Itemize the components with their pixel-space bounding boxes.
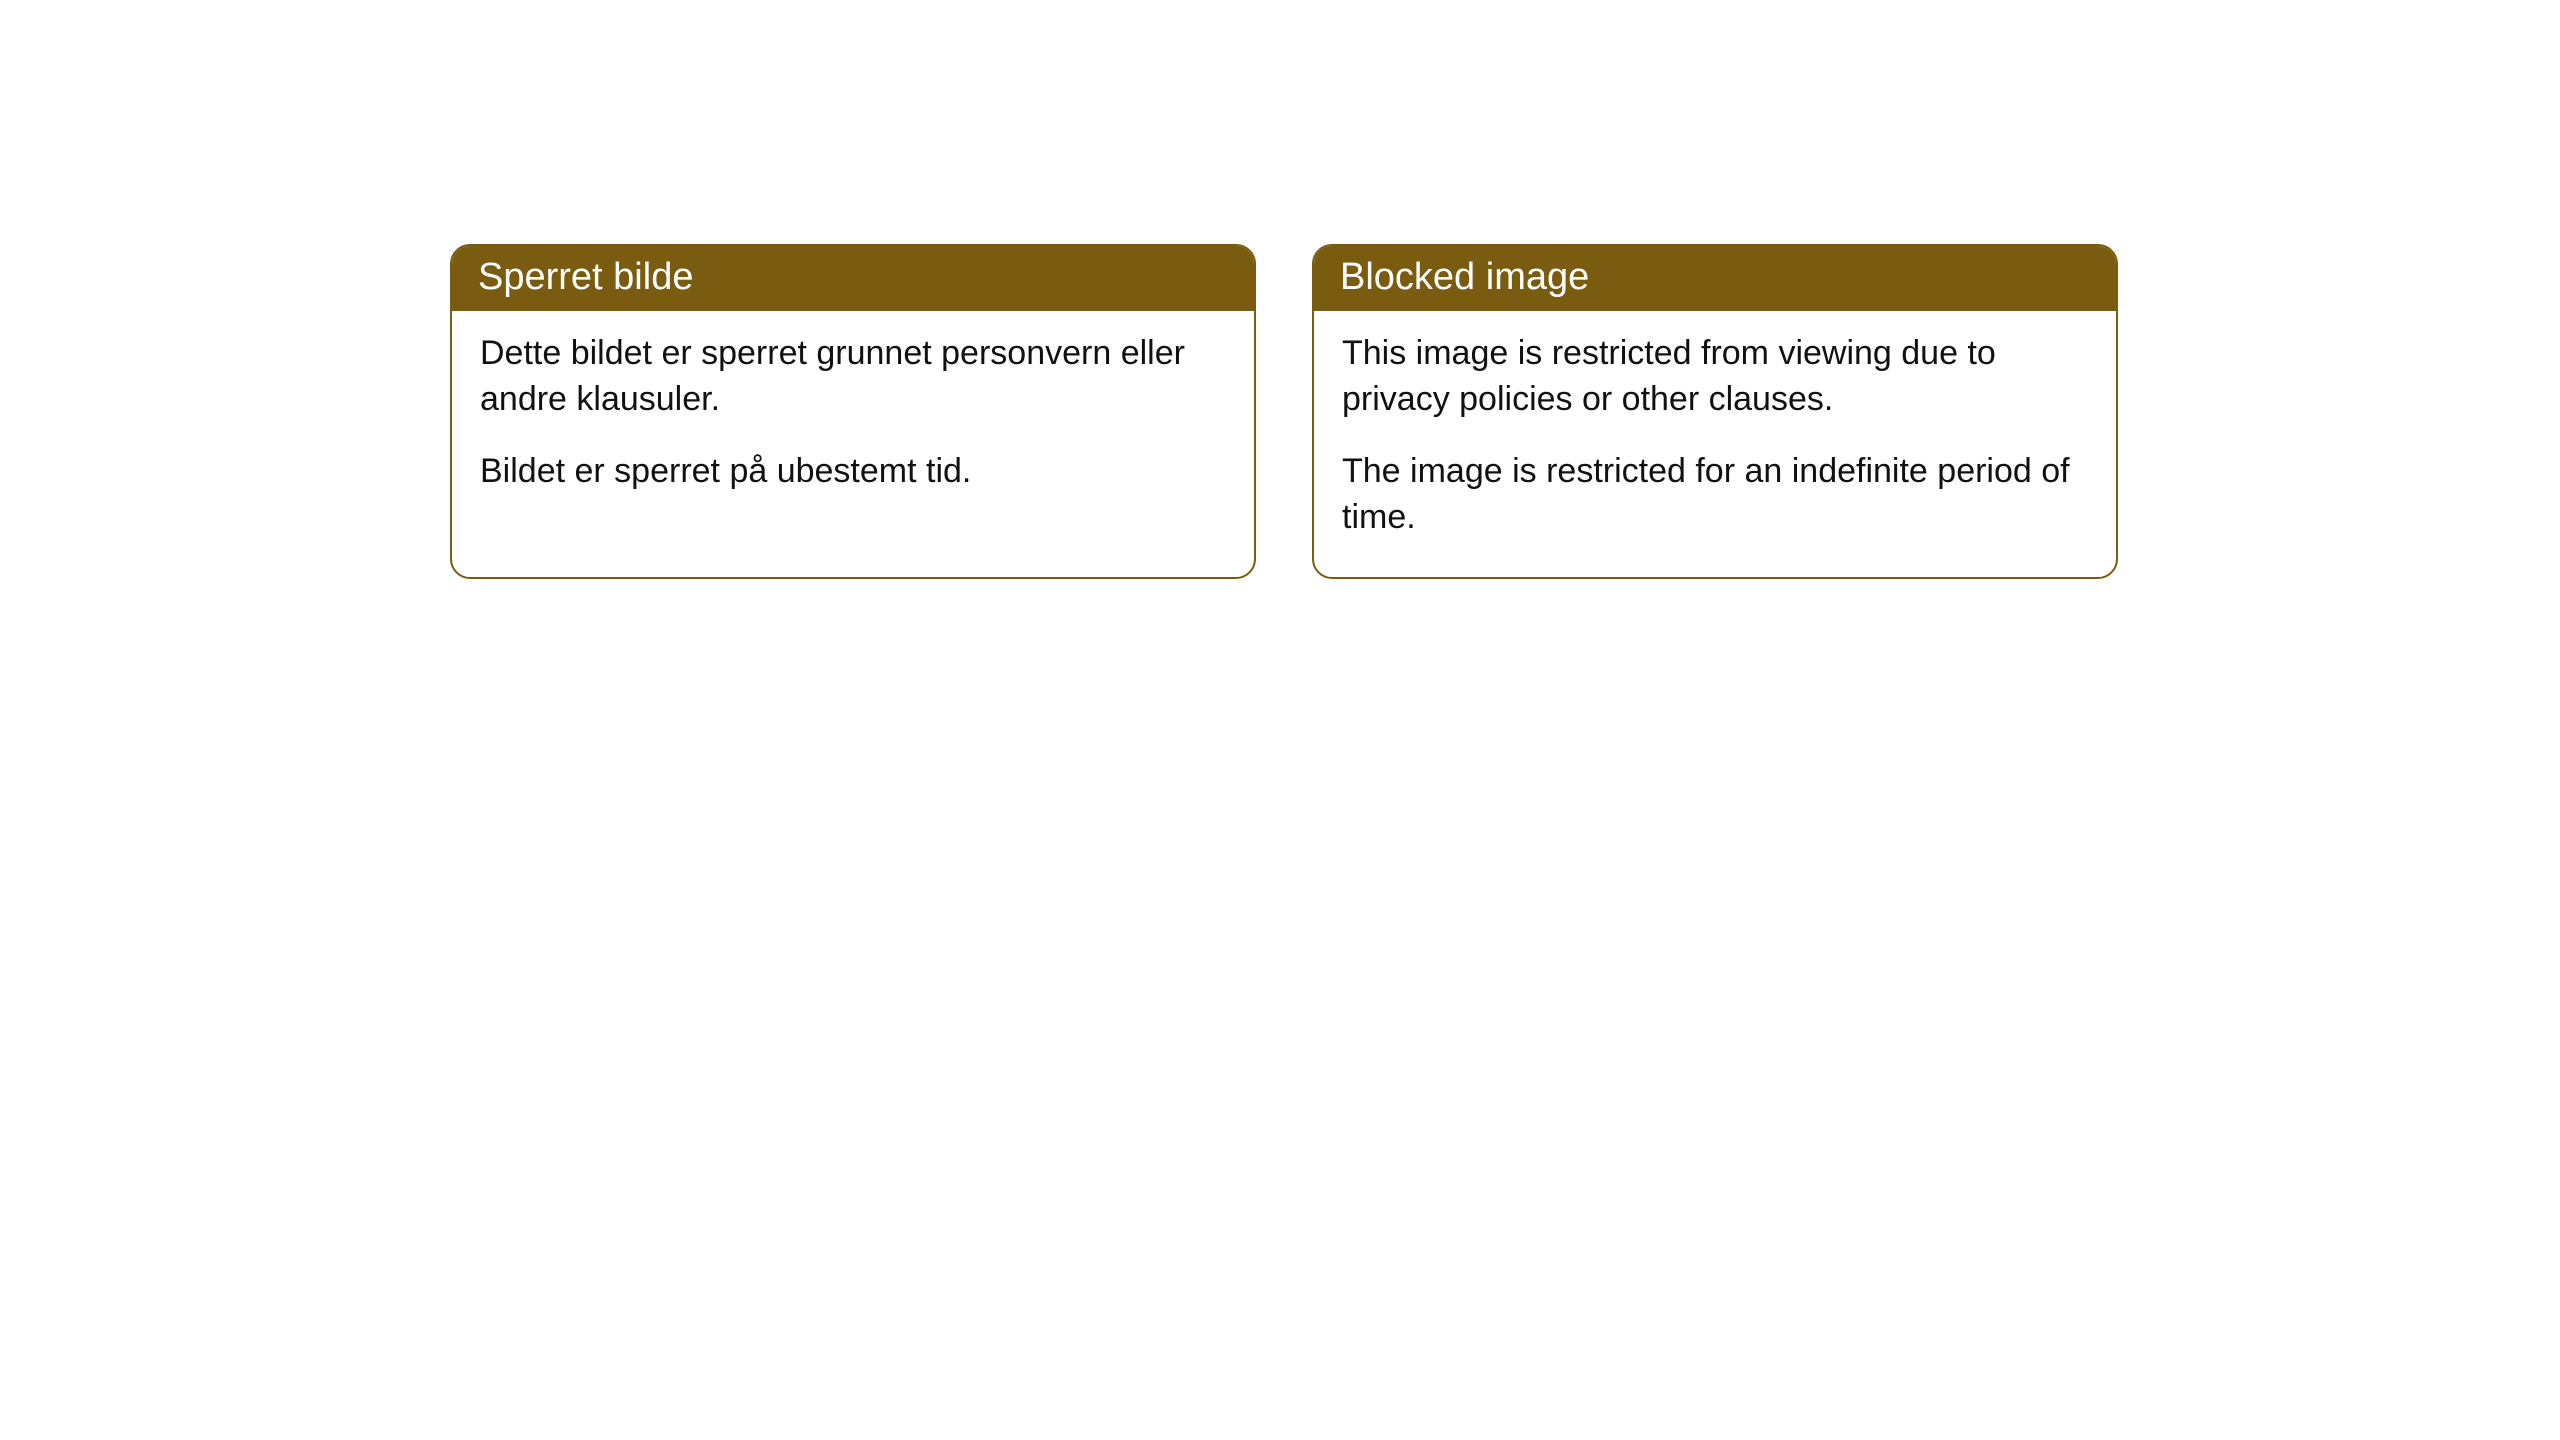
card-header: Sperret bilde — [452, 246, 1254, 311]
notice-card-norwegian: Sperret bilde Dette bildet er sperret gr… — [450, 244, 1256, 579]
notice-card-english: Blocked image This image is restricted f… — [1312, 244, 2118, 579]
card-body: Dette bildet er sperret grunnet personve… — [452, 311, 1254, 531]
notice-cards-container: Sperret bilde Dette bildet er sperret gr… — [450, 244, 2118, 579]
card-header: Blocked image — [1314, 246, 2116, 311]
notice-paragraph: The image is restricted for an indefinit… — [1342, 449, 2088, 541]
notice-paragraph: This image is restricted from viewing du… — [1342, 331, 2088, 423]
notice-paragraph: Dette bildet er sperret grunnet personve… — [480, 331, 1226, 423]
card-body: This image is restricted from viewing du… — [1314, 311, 2116, 577]
notice-paragraph: Bildet er sperret på ubestemt tid. — [480, 449, 1226, 495]
